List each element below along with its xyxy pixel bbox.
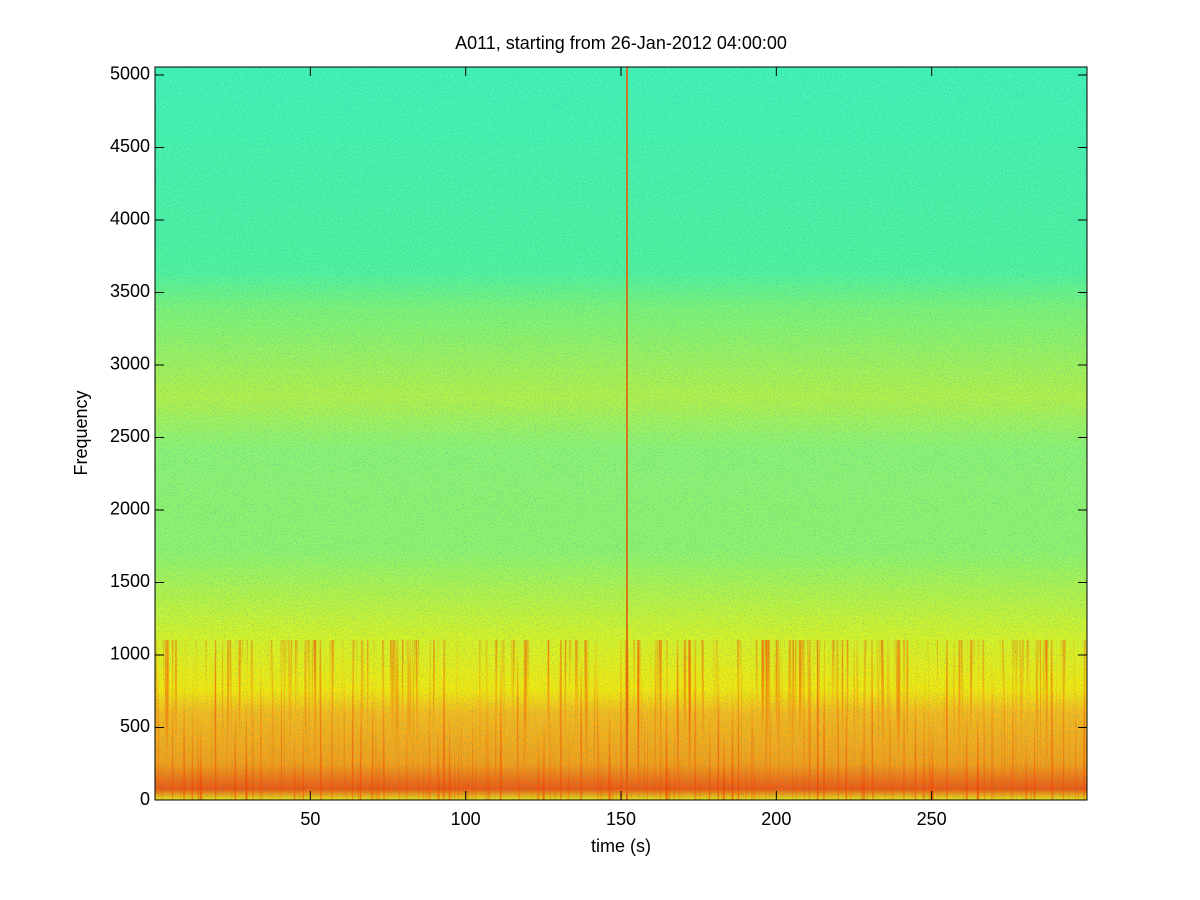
spectrogram-event bbox=[626, 67, 628, 800]
y-tick-label: 4500 bbox=[110, 136, 150, 156]
y-tick-label: 5000 bbox=[110, 64, 150, 84]
y-tick-label: 2500 bbox=[110, 426, 150, 446]
chart-title: A011, starting from 26-Jan-2012 04:00:00 bbox=[455, 33, 787, 53]
x-tick-label: 150 bbox=[606, 809, 636, 829]
y-tick-label: 4000 bbox=[110, 209, 150, 229]
x-axis-label: time (s) bbox=[591, 836, 651, 856]
spectrogram-streaks bbox=[155, 640, 1087, 800]
y-tick-label: 0 bbox=[140, 789, 150, 809]
x-tick-label: 200 bbox=[761, 809, 791, 829]
x-tick-label: 100 bbox=[451, 809, 481, 829]
y-axis-label: Frequency bbox=[71, 390, 91, 475]
y-tick-label: 2000 bbox=[110, 499, 150, 519]
y-tick-label: 1000 bbox=[110, 644, 150, 664]
y-tick-label: 3000 bbox=[110, 354, 150, 374]
y-tick-label: 500 bbox=[120, 716, 150, 736]
y-tick-label: 1500 bbox=[110, 571, 150, 591]
spectrogram-image bbox=[155, 67, 1087, 800]
x-tick-label: 50 bbox=[300, 809, 320, 829]
x-tick-label: 250 bbox=[917, 809, 947, 829]
y-tick-label: 3500 bbox=[110, 281, 150, 301]
